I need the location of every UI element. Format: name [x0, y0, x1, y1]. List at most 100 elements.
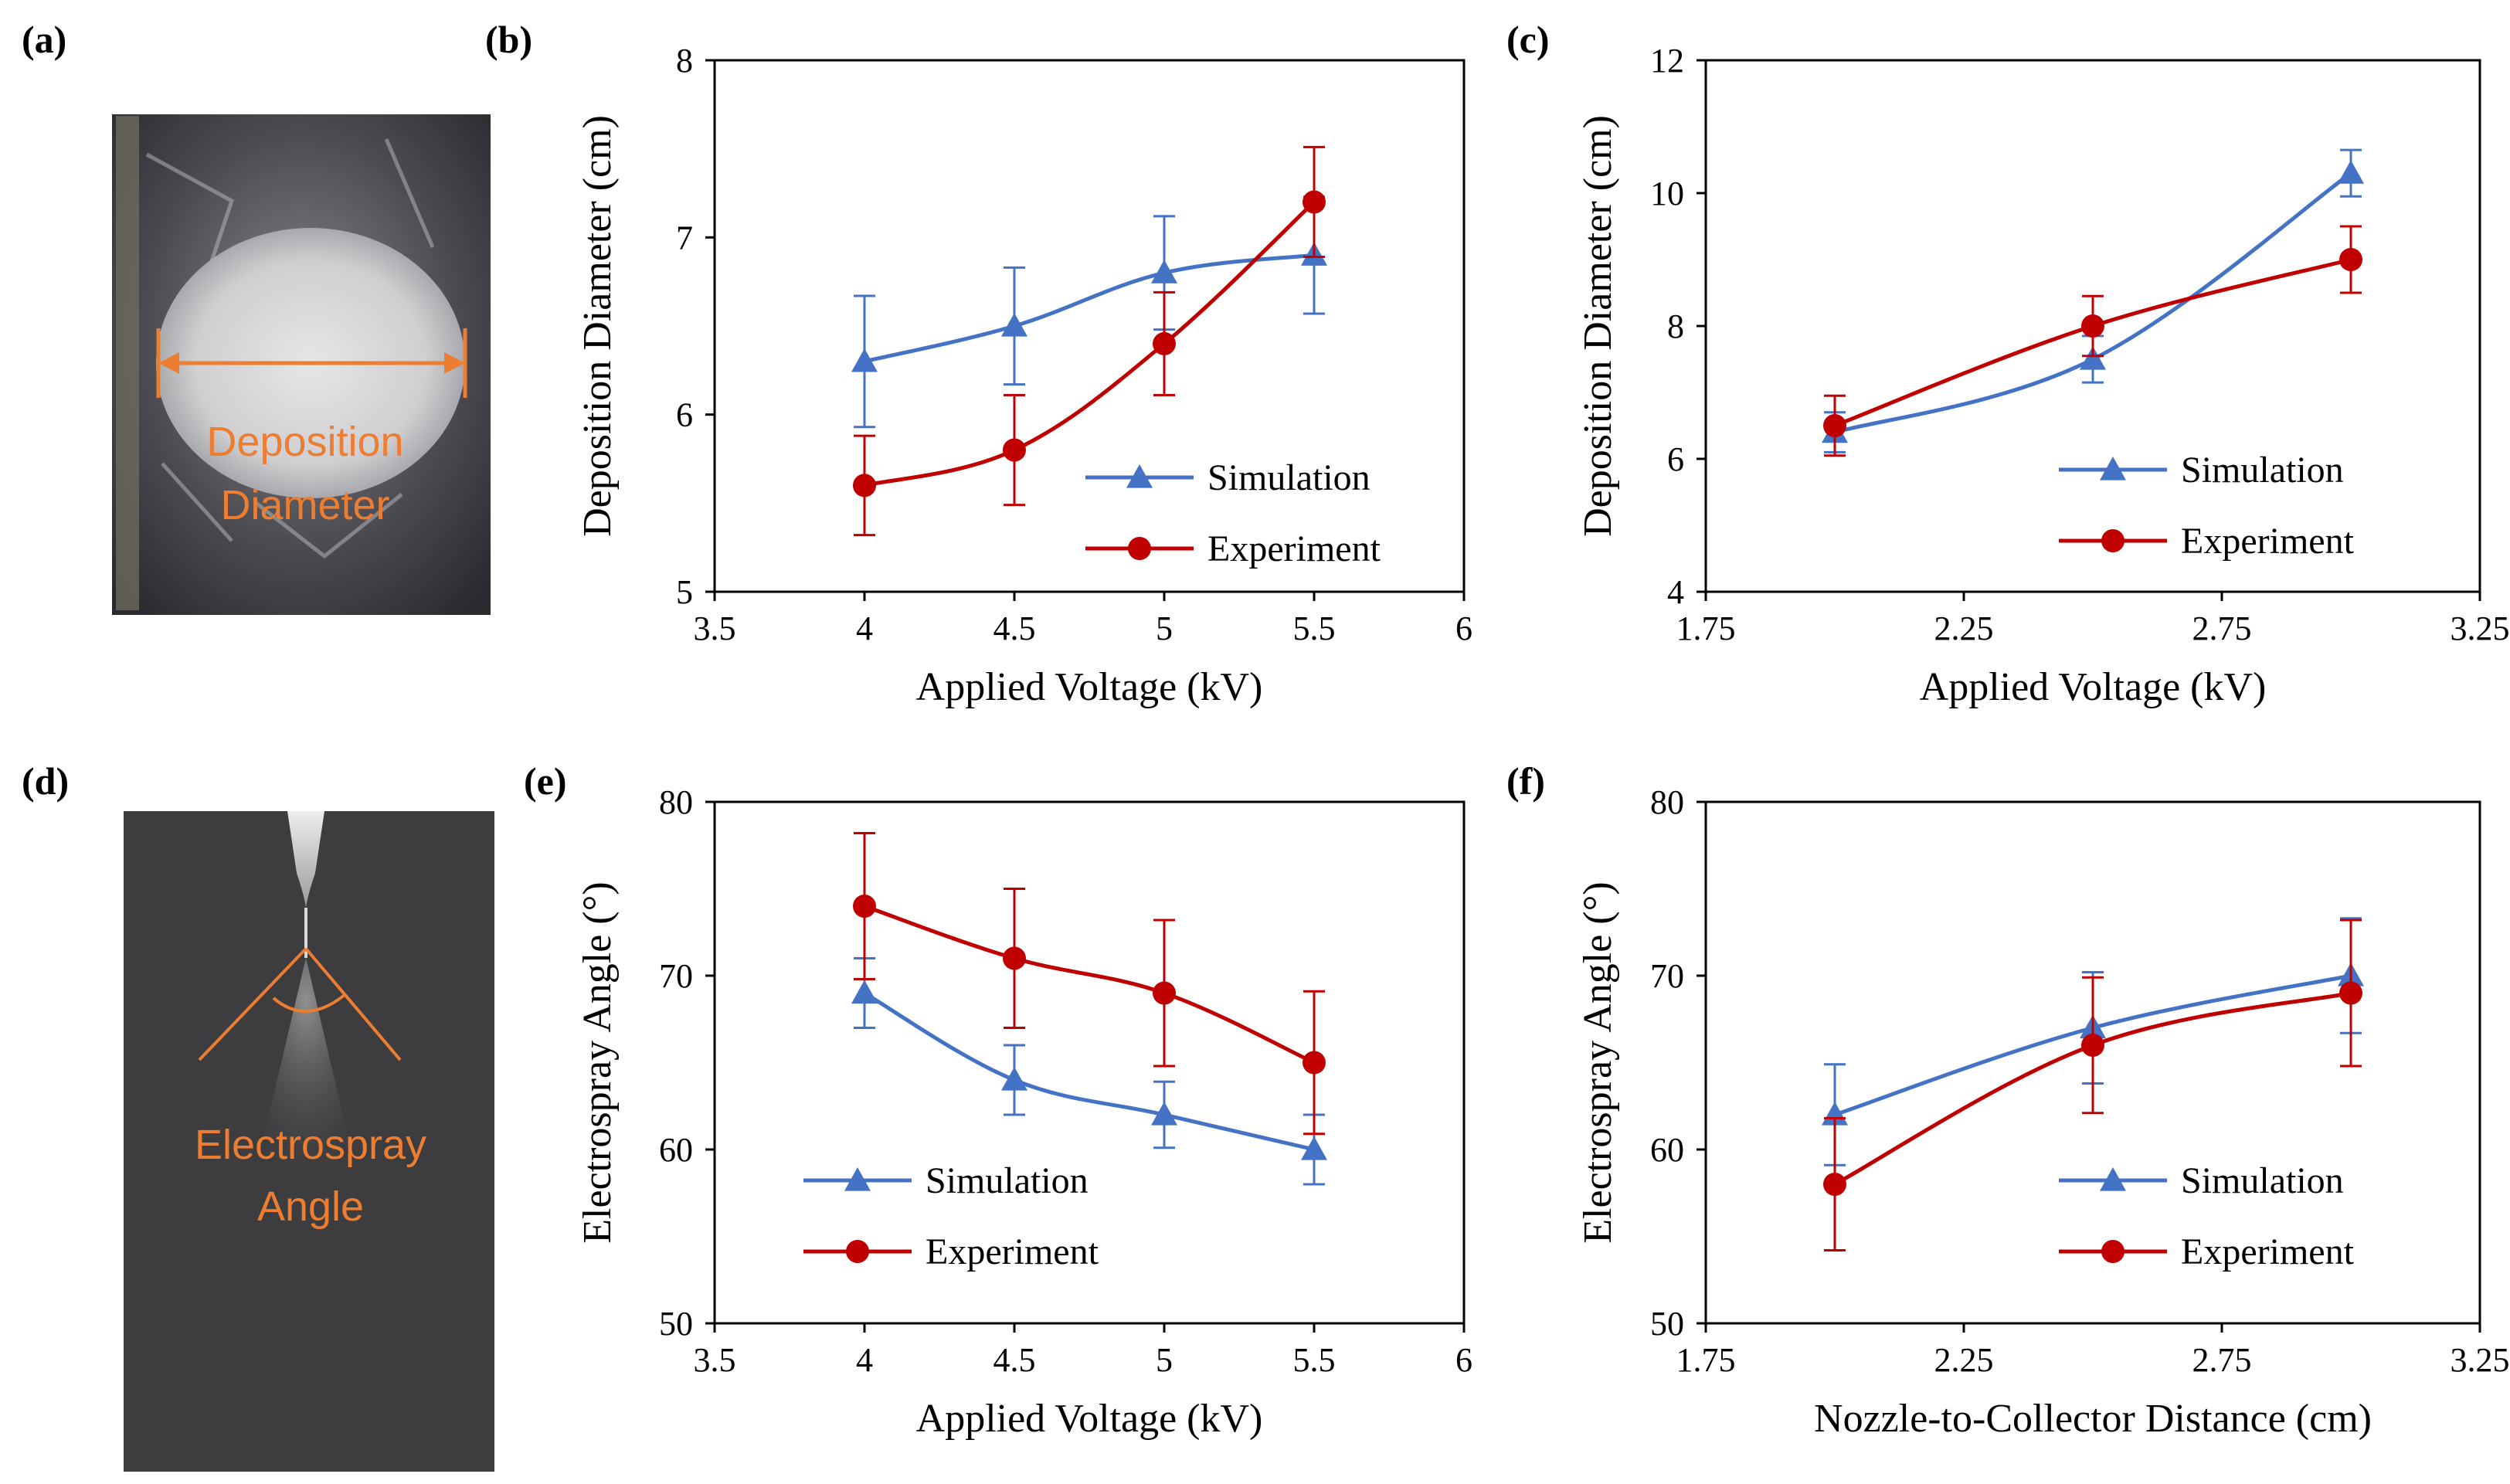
x-tick-label: 4.5 [993, 610, 1036, 647]
x-tick-label: 2.75 [2192, 1341, 2252, 1379]
y-tick-label: 50 [1650, 1305, 1684, 1343]
y-tick-label: 60 [1650, 1131, 1684, 1169]
data-point-experiment [2081, 314, 2104, 338]
y-tick-label: 80 [659, 783, 693, 821]
chart-c: 1.75 2.25 2.75 3.25 4 6 8 10 12 Applied Voltage (… [1576, 42, 2510, 709]
legend-marker-experiment [846, 1240, 869, 1263]
data-point-experiment [853, 474, 876, 497]
y-tick-label: 10 [1650, 175, 1684, 212]
series-line-experiment [864, 904, 1316, 1065]
data-point-experiment [1823, 1173, 1846, 1196]
data-point-experiment [2081, 1034, 2104, 1057]
data-point-simulation [1301, 1136, 1327, 1160]
x-tick-label: 5.5 [1293, 610, 1336, 647]
plot-frame [713, 59, 1466, 593]
series-line-simulation [863, 991, 1315, 1152]
x-tick-label: 3.5 [694, 610, 736, 647]
taylor-cone [287, 811, 324, 908]
data-point-experiment [1303, 1051, 1326, 1075]
plot-frame [1704, 800, 2481, 1325]
y-axis-label: Deposition Diameter (cm) [1576, 115, 1620, 537]
angle-arc [272, 993, 346, 1014]
legend-label-simulation: Simulation [2181, 1160, 2344, 1201]
photo-deposition: Deposition Diameter [112, 114, 491, 615]
x-tick-label: 4 [856, 610, 873, 647]
x-tick-label: 1.75 [1676, 1341, 1736, 1379]
panel-label-a: (a) [22, 18, 66, 61]
x-tick-label: 1.75 [1676, 610, 1736, 647]
x-tick-label: 3.25 [2451, 1341, 2510, 1379]
panel-label-c: (c) [1506, 18, 1550, 61]
y-tick-label: 8 [1667, 307, 1684, 345]
legend-marker-experiment [2101, 529, 2124, 552]
series-line-simulation [864, 253, 1315, 364]
y-tick-label: 6 [1667, 440, 1684, 478]
chart-b: 3.5 4 4.5 5 5.5 6 5 6 7 8 Applied Voltage (kV) Depo… [576, 42, 1472, 709]
legend-marker-simulation [2100, 457, 2126, 481]
y-tick-label: 7 [676, 219, 693, 256]
data-point-simulation [851, 980, 878, 1004]
legend-marker-simulation [1126, 464, 1153, 488]
x-axis-label: Applied Voltage (kV) [1920, 665, 2267, 709]
x-tick-label: 3.5 [694, 1341, 736, 1379]
x-tick-label: 6 [1455, 1341, 1472, 1379]
data-point-simulation [2338, 160, 2364, 184]
photo-electrospray: Electrospray Angle [124, 811, 494, 1472]
panel-label-e: (e) [524, 759, 567, 803]
y-tick-label: 6 [676, 396, 693, 434]
legend-label-experiment: Experiment [1207, 528, 1381, 569]
series-line-experiment [864, 200, 1316, 487]
legend-label-experiment: Experiment [2181, 521, 2355, 562]
x-axis-label: Applied Voltage (kV) [916, 665, 1263, 709]
data-point-experiment [1823, 414, 1846, 437]
y-tick-label: 5 [676, 573, 693, 611]
data-point-experiment [1003, 438, 1026, 462]
deposition-label-line2: Diameter [220, 482, 389, 528]
chart-e: 3.5 4 4.5 5 5.5 6 50 60 70 80 Applied Voltage (kV)… [576, 783, 1472, 1441]
plot-frame [713, 800, 1466, 1325]
data-point-simulation [851, 348, 878, 372]
x-tick-label: 5.5 [1293, 1341, 1336, 1379]
x-axis-label: Nozzle-to-Collector Distance (cm) [1814, 1397, 2372, 1441]
chart-f: 1.75 2.25 2.75 3.25 50 60 70 80 Nozzle-to-Collec… [1576, 783, 2510, 1441]
spray-label-line2: Angle [257, 1183, 364, 1230]
data-point-experiment [1003, 946, 1026, 970]
data-point-experiment [1303, 190, 1326, 214]
legend-marker-experiment [1128, 537, 1151, 560]
panel-label-f: (f) [1506, 759, 1545, 803]
legend-label-experiment: Experiment [926, 1231, 1099, 1272]
x-tick-label: 6 [1455, 610, 1472, 647]
arrow-left-icon [158, 352, 179, 374]
legend-label-experiment: Experiment [2181, 1231, 2355, 1272]
data-point-simulation [1001, 1067, 1027, 1091]
legend-label-simulation: Simulation [2181, 450, 2344, 491]
legend-marker-simulation [844, 1167, 871, 1191]
arrow-right-icon [444, 352, 465, 374]
data-point-simulation [2080, 346, 2106, 370]
deposition-label-line1: Deposition [206, 419, 403, 465]
legend-marker-simulation [2100, 1167, 2126, 1191]
foil-wrinkles [145, 138, 435, 559]
y-tick-label: 50 [659, 1305, 693, 1343]
y-tick-label: 70 [1650, 957, 1684, 995]
y-tick-label: 80 [1650, 783, 1684, 821]
x-axis-label: Applied Voltage (kV) [916, 1397, 1263, 1441]
y-tick-label: 12 [1650, 42, 1684, 80]
spray-label-line1: Electrospray [195, 1122, 426, 1168]
ruler [116, 116, 139, 610]
y-axis-label: Electrospray Angle (°) [576, 881, 620, 1243]
y-tick-label: 4 [1667, 573, 1684, 611]
spray-plume [255, 958, 357, 1174]
panel-label-d: (d) [22, 759, 69, 803]
x-tick-label: 2.25 [1934, 610, 1994, 647]
legend-label-simulation: Simulation [1207, 457, 1370, 498]
data-point-experiment [1153, 331, 1176, 355]
y-axis-label: Deposition Diameter (cm) [576, 115, 620, 537]
data-point-experiment [1153, 981, 1176, 1005]
legend-label-simulation: Simulation [926, 1160, 1089, 1201]
angle-line-left [198, 947, 307, 1061]
x-tick-label: 3.25 [2451, 610, 2510, 647]
panel-label-b: (b) [485, 18, 532, 61]
y-tick-label: 8 [676, 42, 693, 80]
